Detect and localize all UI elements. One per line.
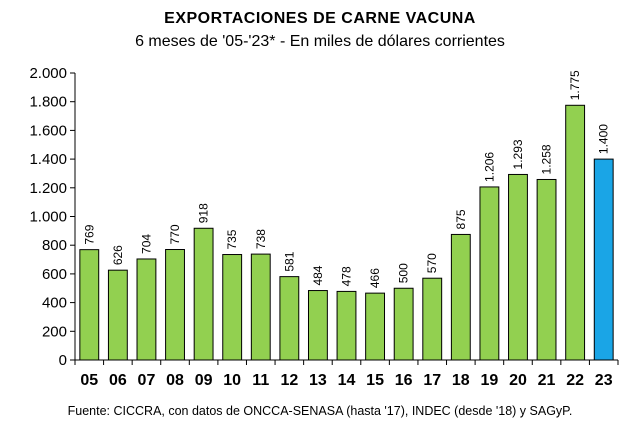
data-label-10: 735 bbox=[225, 229, 239, 249]
source-note: Fuente: CICCRA, con datos de ONCCA-SENAS… bbox=[67, 404, 573, 418]
y-tick-label: 2.000 bbox=[29, 65, 67, 82]
y-tick-label: 800 bbox=[42, 237, 67, 254]
bar-18 bbox=[450, 233, 471, 361]
bar-16 bbox=[393, 287, 414, 361]
x-tick-label-21: 21 bbox=[538, 372, 556, 389]
bar-05 bbox=[79, 249, 100, 361]
y-tick-label: 1.600 bbox=[29, 122, 67, 139]
bar-09 bbox=[193, 227, 214, 361]
bar-08 bbox=[165, 249, 185, 361]
x-tick-label-09: 09 bbox=[195, 372, 213, 389]
bar-12 bbox=[279, 276, 300, 361]
data-label-08: 770 bbox=[168, 224, 182, 244]
x-tick-label-17: 17 bbox=[423, 372, 441, 389]
data-label-09: 918 bbox=[197, 203, 211, 223]
x-tick-label-14: 14 bbox=[338, 372, 356, 389]
x-tick-label-19: 19 bbox=[480, 372, 498, 389]
y-tick-label: 400 bbox=[42, 295, 67, 312]
bar-20 bbox=[508, 173, 528, 361]
y-tick-label: 1.400 bbox=[29, 151, 67, 168]
y-tick-label: 0 bbox=[59, 352, 67, 369]
x-tick-label-18: 18 bbox=[452, 372, 470, 389]
data-label-17: 570 bbox=[425, 253, 439, 273]
x-tick-label-05: 05 bbox=[80, 372, 98, 389]
x-tick-label-23: 23 bbox=[595, 372, 613, 389]
data-label-05: 769 bbox=[82, 224, 96, 244]
bar-07 bbox=[136, 258, 157, 361]
y-tick-label: 200 bbox=[42, 323, 67, 340]
x-tick-label-16: 16 bbox=[395, 372, 413, 389]
data-label-20: 1.293 bbox=[511, 139, 525, 169]
bar-13 bbox=[307, 290, 328, 361]
x-tick-label-11: 11 bbox=[252, 372, 269, 389]
bar-19 bbox=[479, 186, 500, 361]
data-label-12: 581 bbox=[282, 251, 296, 271]
x-tick-label-10: 10 bbox=[223, 372, 241, 389]
x-tick-label-15: 15 bbox=[366, 372, 384, 389]
y-axis: 0 200 400 600 800 1.000 1.200 1.400 1.600 1.800 2.… bbox=[29, 65, 76, 369]
data-label-16: 500 bbox=[397, 263, 411, 283]
bar-17 bbox=[422, 277, 443, 361]
y-tick-label: 600 bbox=[42, 266, 67, 283]
y-tick-label: 1.000 bbox=[29, 209, 67, 226]
x-tick-label-07: 07 bbox=[138, 372, 156, 389]
chart-subtitle: 6 meses de '05-'23* - En miles de dólare… bbox=[135, 33, 505, 50]
x-tick-label-13: 13 bbox=[309, 372, 327, 389]
x-tick-label-08: 08 bbox=[166, 372, 184, 389]
data-label-15: 466 bbox=[368, 268, 382, 288]
data-label-23: 1.400 bbox=[597, 124, 611, 154]
x-tick-label-12: 12 bbox=[280, 372, 298, 389]
bar-10 bbox=[222, 254, 243, 361]
x-axis: 05 06 07 08 09 10 11 12 13 14 15 16 17 18 19 20 21 22 23 bbox=[74, 359, 619, 389]
bar-15 bbox=[365, 292, 386, 361]
x-tick-label-20: 20 bbox=[509, 372, 527, 389]
data-label-06: 626 bbox=[111, 245, 125, 265]
y-tick-label: 1.200 bbox=[29, 180, 67, 197]
y-tick-label: 1.800 bbox=[29, 94, 67, 111]
data-labels: 769 626 704 770 918 735 738 581 484 478 466 500 570 8… bbox=[82, 70, 610, 288]
bar-06 bbox=[107, 269, 128, 361]
data-label-14: 478 bbox=[340, 266, 354, 286]
data-label-13: 484 bbox=[311, 265, 325, 285]
bar-chart: 0 200 400 600 800 1.000 1.200 1.400 1.600 1.800 2.… bbox=[29, 65, 619, 389]
chart-title: EXPORTACIONES DE CARNE VACUNA bbox=[164, 10, 476, 27]
data-label-19: 1.206 bbox=[482, 152, 496, 182]
bar-14 bbox=[336, 290, 357, 361]
data-label-07: 704 bbox=[139, 234, 153, 254]
data-label-21: 1.258 bbox=[540, 144, 554, 174]
bar-22 bbox=[565, 104, 586, 361]
data-label-18: 875 bbox=[454, 209, 468, 229]
bars bbox=[79, 104, 614, 361]
data-label-11: 738 bbox=[254, 229, 268, 249]
data-label-22: 1.775 bbox=[568, 70, 582, 100]
bar-23 bbox=[593, 158, 614, 361]
bar-11 bbox=[250, 253, 271, 361]
x-tick-label-06: 06 bbox=[109, 372, 127, 389]
bar-21 bbox=[536, 178, 557, 361]
x-tick-label-22: 22 bbox=[566, 372, 584, 389]
